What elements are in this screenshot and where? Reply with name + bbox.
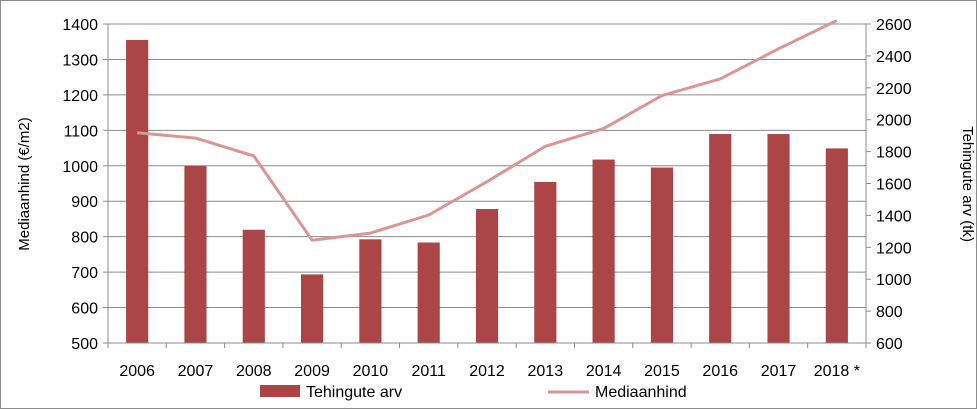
bar bbox=[475, 209, 499, 343]
x-tick-label: 2010 bbox=[353, 363, 389, 380]
legend-label-bars: Tehingute arv bbox=[306, 384, 402, 401]
bar bbox=[300, 274, 324, 343]
right-tick-label: 2600 bbox=[876, 17, 912, 34]
bar bbox=[359, 239, 382, 343]
x-tick-label: 2012 bbox=[469, 363, 505, 380]
right-tick-label: 2400 bbox=[876, 49, 912, 66]
bar bbox=[825, 148, 848, 343]
x-tick-label: 2015 bbox=[644, 363, 680, 380]
right-tick-label: 600 bbox=[876, 336, 903, 353]
left-axis-ticks: 500 600 700 800 900 1000 1100 1200 1300 1400 bbox=[62, 17, 108, 353]
left-tick-label: 1200 bbox=[62, 88, 98, 105]
x-tick-label: 2014 bbox=[586, 363, 622, 380]
left-tick-label: 1300 bbox=[62, 52, 98, 69]
x-tick-label: 2018 * bbox=[814, 363, 860, 380]
left-tick-label: 500 bbox=[71, 336, 98, 353]
bar bbox=[242, 229, 265, 343]
x-tick-label: 2007 bbox=[178, 363, 214, 380]
legend: Tehingute arv Mediaanhind bbox=[260, 384, 687, 401]
left-tick-label: 600 bbox=[71, 301, 98, 318]
gridlines bbox=[108, 23, 866, 309]
right-tick-label: 1800 bbox=[876, 145, 912, 162]
left-tick-label: 1400 bbox=[62, 17, 98, 34]
left-axis-title: Mediaanhind (€/m2) bbox=[16, 117, 33, 250]
x-tick-label: 2006 bbox=[119, 363, 155, 380]
x-tick-label: 2013 bbox=[528, 363, 564, 380]
bar bbox=[417, 242, 440, 343]
left-tick-label: 1000 bbox=[62, 159, 98, 176]
x-tick-label: 2009 bbox=[294, 363, 330, 380]
bar bbox=[184, 165, 207, 343]
x-axis-ticks: 2006 2007 2008 2009 2010 2011 2012 2013 2014 2015… bbox=[107, 343, 867, 380]
bar bbox=[592, 159, 615, 343]
bar bbox=[534, 181, 557, 343]
bar bbox=[767, 134, 790, 343]
x-tick-label: 2016 bbox=[702, 363, 738, 380]
right-tick-label: 1400 bbox=[876, 208, 912, 225]
left-tick-label: 700 bbox=[71, 265, 98, 282]
mediaanhind-line bbox=[137, 19, 838, 242]
x-tick-label: 2017 bbox=[761, 363, 797, 380]
line-series bbox=[137, 19, 838, 242]
left-tick-label: 800 bbox=[71, 230, 98, 247]
x-tick-label: 2011 bbox=[411, 363, 446, 380]
bar bbox=[650, 167, 674, 343]
legend-swatch-bars bbox=[260, 385, 300, 397]
bar bbox=[709, 134, 732, 343]
x-tick-label: 2008 bbox=[236, 363, 272, 380]
left-tick-label: 900 bbox=[71, 194, 98, 211]
right-axis-title: Tehingute arv (tk) bbox=[959, 126, 976, 242]
left-tick-label: 1100 bbox=[64, 123, 99, 140]
right-tick-label: 2000 bbox=[876, 113, 912, 130]
right-tick-label: 800 bbox=[876, 304, 903, 321]
bar-series bbox=[126, 39, 848, 343]
right-axis-ticks: 600 800 1000 1200 1400 1600 1800 2000 2200 2400 26… bbox=[866, 17, 912, 353]
right-tick-label: 1000 bbox=[876, 272, 912, 289]
right-tick-label: 1200 bbox=[876, 240, 912, 257]
bar bbox=[126, 39, 149, 343]
right-tick-label: 1600 bbox=[876, 177, 912, 194]
right-tick-label: 2200 bbox=[876, 81, 912, 98]
legend-label-line: Mediaanhind bbox=[595, 384, 687, 401]
